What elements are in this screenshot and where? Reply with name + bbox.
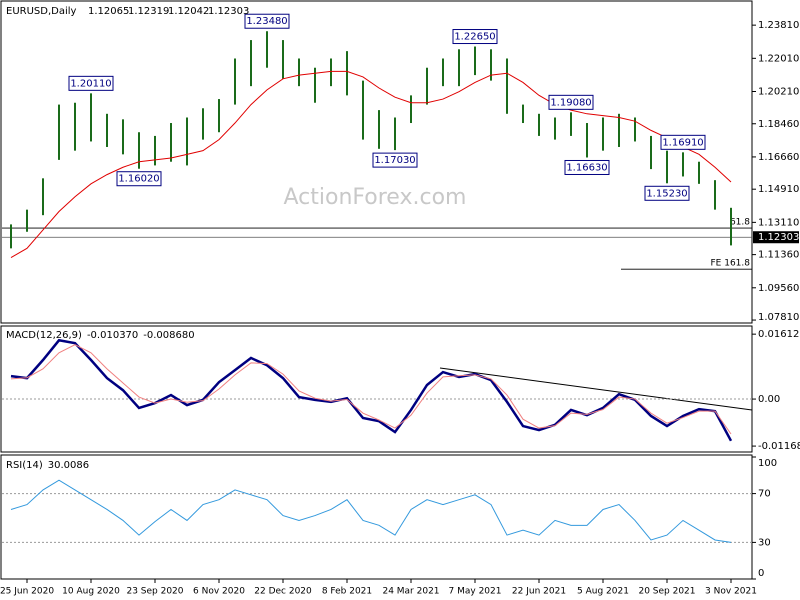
swing-label: 1.16630 <box>566 162 607 173</box>
x-tick-label: 3 Nov 2021 <box>705 587 757 597</box>
macd-trendline <box>439 367 753 411</box>
y-tick-label: 0.00 <box>758 394 780 405</box>
swing-label-box <box>68 75 114 91</box>
x-tick-label: 22 Jun 2021 <box>512 587 566 597</box>
swing-label-box <box>116 171 162 187</box>
y-tick-label: 1.09560 <box>758 283 799 294</box>
swing-label: 1.16020 <box>118 174 159 185</box>
y-tick-label: 1.23810 <box>758 20 799 31</box>
indicator-reading: -0.010370 <box>87 330 138 341</box>
indicator-line <box>10 344 732 435</box>
x-tick-label: 22 Dec 2020 <box>254 587 312 597</box>
rsi-panel <box>0 454 753 580</box>
ohlc-reading: 1.12042 <box>168 6 209 17</box>
swing-label: 1.22650 <box>454 32 495 43</box>
indicator-title: RSI(14) <box>6 460 43 471</box>
macd-panel <box>0 325 753 453</box>
x-tick-label: 20 Sep 2021 <box>638 587 695 597</box>
swing-label: 1.17030 <box>374 155 415 166</box>
y-tick-label: 1.13110 <box>758 217 799 228</box>
swing-label-box <box>564 159 610 175</box>
indicator-reading: -0.008680 <box>143 330 194 341</box>
swing-label: 1.15230 <box>646 188 687 199</box>
x-tick-label: 7 May 2021 <box>449 587 502 597</box>
x-tick-label: 10 Aug 2020 <box>62 587 120 597</box>
current-price-box <box>753 231 799 244</box>
watermark: ActionForex.com <box>284 185 467 210</box>
y-tick-label: 30 <box>758 537 771 548</box>
y-tick-label: 1.16660 <box>758 152 799 163</box>
y-tick-label: 1.07810 <box>758 312 799 323</box>
y-tick-label: 1.22010 <box>758 53 799 64</box>
swing-label: 1.19080 <box>550 97 591 108</box>
y-tick-label: 100 <box>758 458 777 469</box>
swing-label-box <box>548 94 594 110</box>
swing-label: 1.16910 <box>662 137 703 148</box>
x-tick-label: 8 Feb 2021 <box>322 587 372 597</box>
level-label: 61.8 <box>730 218 750 228</box>
y-tick-label: 0 <box>758 568 764 579</box>
indicator-reading: 30.0086 <box>48 460 89 471</box>
swing-label: 1.20110 <box>70 78 111 89</box>
y-tick-label: 1.14910 <box>758 184 799 195</box>
y-tick-label: 1.11360 <box>758 250 799 261</box>
x-tick-label: 23 Sep 2020 <box>126 587 183 597</box>
swing-label: 1.23480 <box>246 16 287 27</box>
swing-label-box <box>452 29 498 45</box>
x-tick-label: 24 Mar 2021 <box>382 587 439 597</box>
indicator-line <box>10 479 732 543</box>
chart-title: EURUSD,Daily <box>6 6 77 17</box>
y-tick-label: 70 <box>758 489 771 500</box>
current-price-label: 1.12303 <box>758 232 799 243</box>
y-tick-label: 1.18460 <box>758 119 799 130</box>
indicator-title: MACD(12,26,9) <box>6 330 82 341</box>
swing-label-box <box>372 152 418 168</box>
x-tick-label: 6 Nov 2020 <box>193 587 245 597</box>
level-label: FE 161.8 <box>711 259 751 269</box>
x-tick-label: 25 Jun 2020 <box>0 587 54 597</box>
ohlc-reading: 1.12303 <box>208 6 249 17</box>
y-tick-label: 0.016122 <box>758 329 800 340</box>
swing-label-box <box>244 13 290 29</box>
moving-average <box>10 70 732 259</box>
ohlc-reading: 1.12319 <box>128 6 169 17</box>
swing-label-box <box>660 134 706 150</box>
price-panel <box>0 0 753 324</box>
indicator-line <box>10 338 733 442</box>
swing-label-box <box>644 185 690 201</box>
y-tick-label: 1.20210 <box>758 86 799 97</box>
x-tick-label: 5 Aug 2021 <box>577 587 629 597</box>
ohlc-reading: 1.12065 <box>88 6 129 17</box>
